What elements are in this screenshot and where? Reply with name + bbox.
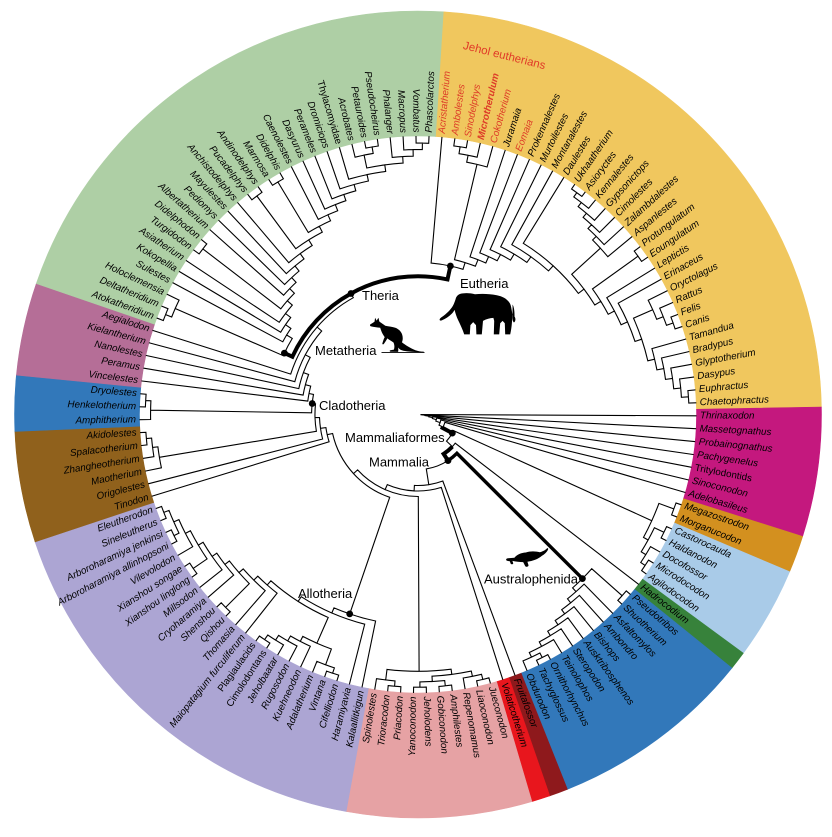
svg-text:Akidolestes: Akidolestes — [85, 427, 137, 441]
svg-text:Metatheria: Metatheria — [315, 343, 377, 358]
svg-text:Australophenida: Australophenida — [484, 572, 579, 587]
svg-text:Cladotheria: Cladotheria — [319, 398, 386, 413]
svg-text:Euphractus: Euphractus — [698, 380, 748, 395]
svg-text:Gobiconodon: Gobiconodon — [434, 695, 449, 754]
svg-text:Acristatherium: Acristatherium — [437, 71, 453, 135]
svg-text:Mammalia: Mammalia — [369, 455, 430, 470]
svg-text:Theria: Theria — [362, 288, 400, 303]
svg-text:Jeholodens: Jeholodens — [421, 695, 434, 747]
svg-text:Allotheria: Allotheria — [298, 586, 353, 601]
svg-text:Mammaliaformes: Mammaliaformes — [345, 430, 445, 445]
svg-text:Yanoconodon: Yanoconodon — [407, 696, 419, 756]
svg-text:Priacodon: Priacodon — [392, 696, 406, 741]
svg-text:Massetognathus: Massetognathus — [699, 424, 771, 439]
svg-text:Phascolarctos: Phascolarctos — [424, 71, 437, 133]
svg-text:Phalanger: Phalanger — [380, 89, 395, 135]
svg-text:Dasypus: Dasypus — [697, 366, 736, 382]
svg-text:Chaetophractus: Chaetophractus — [700, 394, 770, 408]
svg-text:Henkelotherium: Henkelotherium — [67, 399, 136, 412]
svg-text:Vombatus: Vombatus — [410, 89, 421, 133]
svg-text:Eutheria: Eutheria — [460, 276, 509, 291]
svg-text:Dryolestes: Dryolestes — [90, 385, 137, 399]
svg-text:Macropus: Macropus — [395, 90, 408, 134]
svg-text:Amphitherium: Amphitherium — [74, 414, 136, 426]
svg-text:Thrinaxodon: Thrinaxodon — [700, 410, 755, 421]
